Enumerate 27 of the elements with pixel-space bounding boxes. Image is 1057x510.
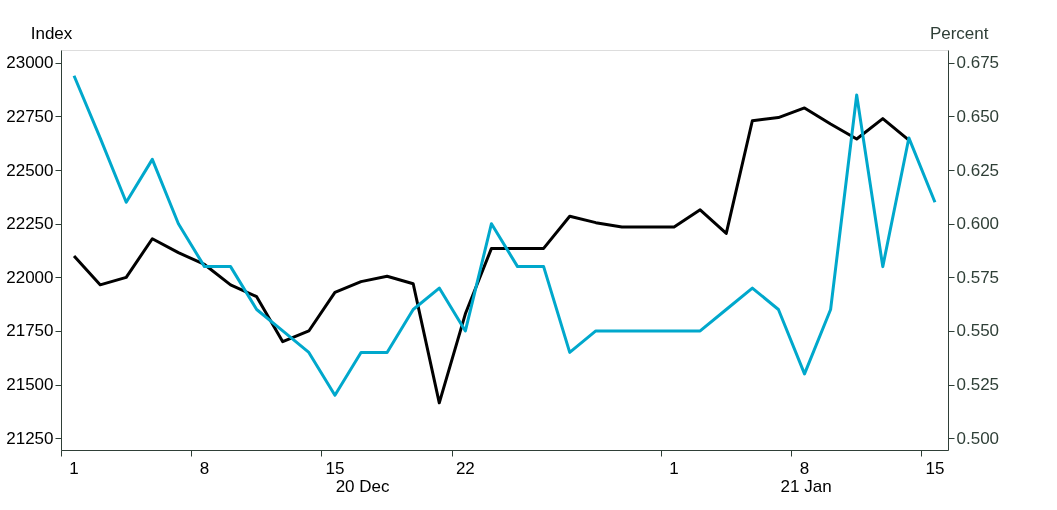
x-tick-label: 1 [69, 458, 79, 478]
y-tick-label: 22000 [6, 267, 54, 287]
y2-tick-label: 0.575 [956, 267, 1000, 287]
y2-tick-label: 0.625 [956, 160, 1000, 180]
text: 20 Dec [335, 477, 391, 496]
x-tick-label: 15 [925, 458, 945, 478]
x-tick-label: 1 [669, 458, 679, 478]
x-tick-label: 15 [325, 458, 345, 478]
y2-axis-title: Percent [929, 23, 989, 43]
y-tick-label: 21500 [6, 375, 54, 395]
y-tick-label: 22250 [6, 214, 54, 234]
y-tick-label: 22750 [6, 106, 54, 126]
y2-tick-label: 0.550 [956, 321, 1000, 341]
x-tick-label: 8 [799, 458, 810, 478]
y-tick-label: 21750 [6, 321, 54, 341]
x-tick-label: 22 [455, 458, 475, 478]
y2-tick-label: 0.675 [956, 53, 1000, 73]
y2-tick-label: 0.650 [956, 106, 1000, 126]
y-tick-label: 22500 [6, 160, 54, 180]
y2-tick-label: 0.525 [956, 375, 1000, 395]
y-tick-label: 23000 [6, 53, 54, 73]
x-tick-label: 8 [199, 458, 210, 478]
text: 21 Jan [780, 477, 832, 496]
y2-tick-label: 0.500 [956, 428, 1000, 448]
y-tick-label: 21250 [6, 428, 54, 448]
y2-tick-label: 0.600 [956, 214, 1000, 234]
y-axis-title: Index [30, 23, 73, 43]
